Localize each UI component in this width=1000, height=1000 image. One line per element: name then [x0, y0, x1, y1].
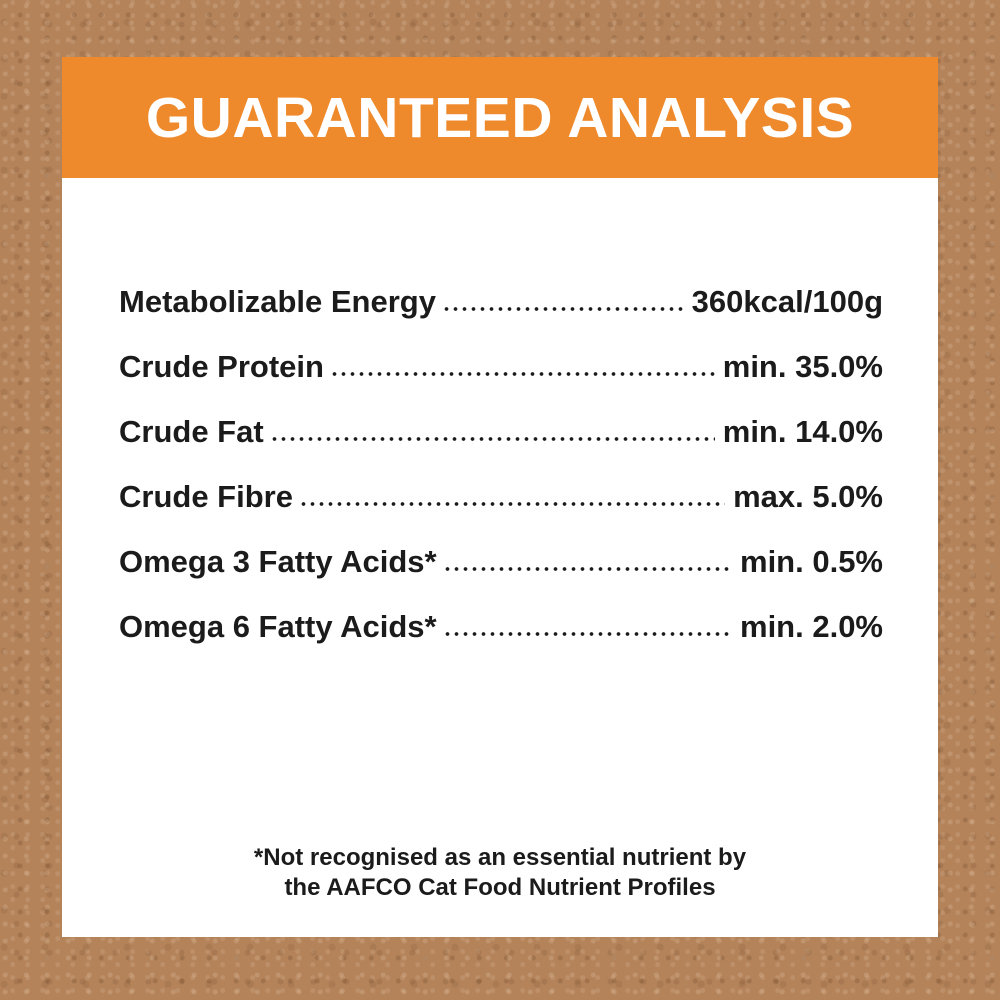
table-row-omega-6: Omega 6 Fatty Acids* min. 2.0% [119, 610, 883, 643]
dotted-leader [442, 567, 732, 571]
dotted-leader [442, 632, 732, 636]
nutrient-name: Crude Protein [119, 349, 324, 384]
nutrient-value: min. 35.0% [722, 349, 883, 384]
nutrient-name: Crude Fat [119, 414, 264, 449]
nutrient-value: min. 0.5% [740, 544, 883, 579]
table-row-crude-fat: Crude Fat min. 14.0% [119, 415, 883, 448]
table-row-crude-protein: Crude Protein min. 35.0% [119, 350, 883, 383]
table-row-metabolizable-energy: Metabolizable Energy 360kcal/100g [119, 285, 883, 318]
nutrient-value: 360kcal/100g [691, 284, 883, 319]
table-row-omega-3: Omega 3 Fatty Acids* min. 0.5% [119, 545, 883, 578]
nutrient-name: Metabolizable Energy [119, 284, 436, 319]
page-title: GUARANTEED ANALYSIS [145, 85, 855, 150]
dotted-leader [298, 502, 726, 506]
header-bar: GUARANTEED ANALYSIS [62, 57, 938, 178]
nutrient-name: Omega 6 Fatty Acids* [119, 609, 437, 644]
nutrient-table: Metabolizable Energy 360kcal/100g Crude … [62, 178, 938, 675]
dotted-leader [269, 437, 715, 441]
dotted-leader [441, 307, 684, 311]
analysis-card: GUARANTEED ANALYSIS Metabolizable Energy… [62, 57, 938, 937]
dotted-leader [329, 372, 715, 376]
footnote-line-1: *Not recognised as an essential nutrient… [253, 844, 747, 871]
footnote-line-2: the AAFCO Cat Food Nutrient Profiles [284, 874, 716, 901]
aafco-footnote: *Not recognised as an essential nutrient… [62, 843, 938, 903]
nutrient-name: Omega 3 Fatty Acids* [119, 544, 437, 579]
nutrient-value: min. 14.0% [722, 414, 883, 449]
nutrient-value: max. 5.0% [733, 479, 883, 514]
table-row-crude-fibre: Crude Fibre max. 5.0% [119, 480, 883, 513]
nutrient-name: Crude Fibre [119, 479, 293, 514]
nutrient-value: min. 2.0% [740, 609, 883, 644]
